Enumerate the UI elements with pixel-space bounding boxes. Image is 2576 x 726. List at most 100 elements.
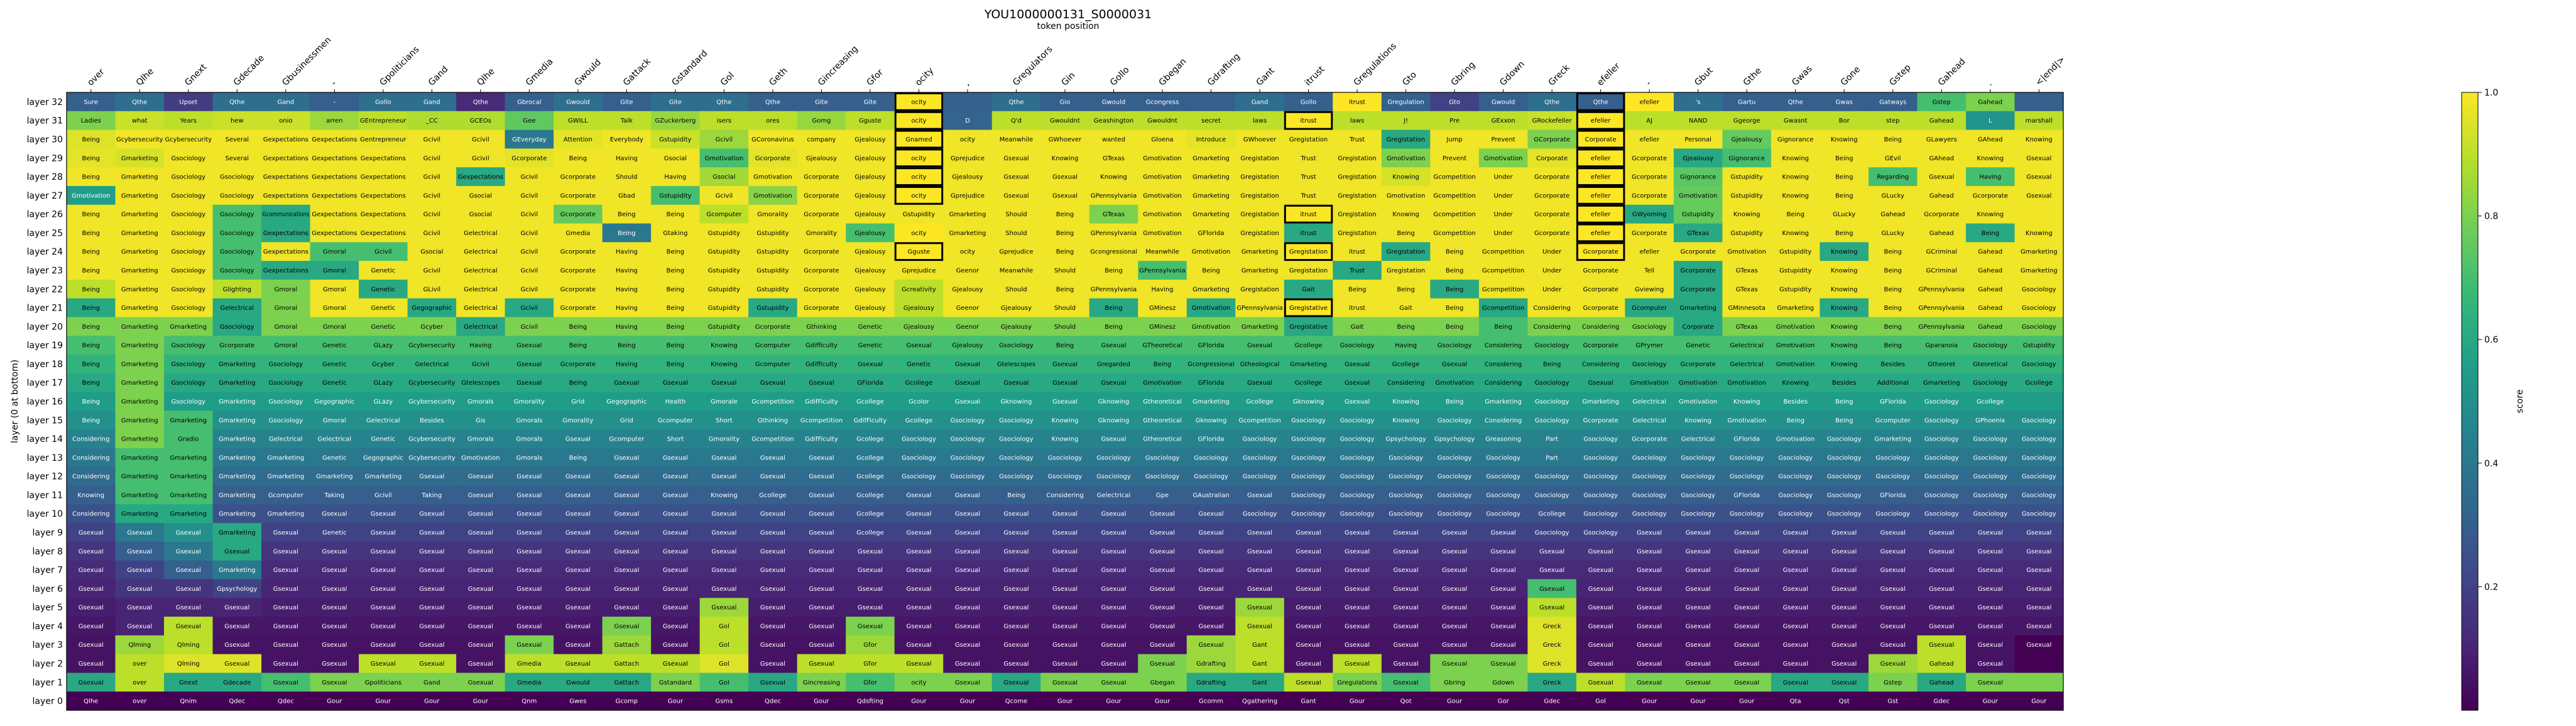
heatmap-cell xyxy=(1527,298,1577,317)
cell-label: Gjealousy xyxy=(854,286,885,293)
cell-label: Gsexual xyxy=(1783,548,1808,555)
heatmap-cell xyxy=(699,504,749,524)
heatmap-cell xyxy=(1235,242,1285,261)
cell-label: Gjealousy xyxy=(1683,155,1713,162)
heatmap-cell xyxy=(699,429,749,449)
cell-label: Taking xyxy=(324,492,344,499)
cell-label: Gsociology xyxy=(902,454,936,461)
cell-label: Gour xyxy=(814,698,829,705)
cell-label: Gmotivation xyxy=(1192,324,1231,331)
cell-label: Gsexual xyxy=(809,380,834,387)
heatmap-cell xyxy=(310,279,359,299)
cell-label: Gwouldnt xyxy=(1147,118,1177,124)
heatmap-cell xyxy=(602,111,652,131)
cell-label: GEvil xyxy=(1885,155,1901,162)
cell-label: Gstupidity xyxy=(1731,192,1763,199)
heatmap-cell xyxy=(212,466,262,487)
layer-label: layer 28 xyxy=(27,172,63,182)
cell-label: Gjealousy xyxy=(952,174,983,181)
cell-label: GFlorida xyxy=(1198,436,1225,443)
cell-label: Gsexual xyxy=(906,623,931,630)
cell-label: Gcomputer xyxy=(706,211,742,218)
heatmap-cell xyxy=(1771,373,1820,393)
heatmap-cell xyxy=(1625,523,1674,542)
cell-label: Gmotivation xyxy=(1143,155,1182,162)
cell-label: Gelectrical xyxy=(464,267,498,274)
cell-label: Gsexual xyxy=(955,511,980,518)
heatmap-cell xyxy=(115,541,165,561)
heatmap-cell xyxy=(894,485,944,505)
heatmap-cell xyxy=(1917,373,1967,393)
cell-label: Gexpectations xyxy=(361,192,406,199)
heatmap-cell xyxy=(894,523,944,542)
cell-label: Gsexual xyxy=(468,492,493,499)
cell-label: Gsociology xyxy=(1583,511,1618,518)
heatmap-cell xyxy=(1040,355,1090,374)
heatmap-cell xyxy=(505,148,554,168)
cell-label: Gcompetition xyxy=(1482,286,1524,293)
cell-label: Geashington xyxy=(1094,118,1133,124)
heatmap-cell xyxy=(1527,598,1577,617)
cell-label: Gtheological xyxy=(1240,361,1280,368)
cell-label: Gmarketing xyxy=(170,324,207,331)
cell-label: Gsexual xyxy=(2026,530,2051,537)
cell-label: Gsociology xyxy=(1827,473,1862,480)
heatmap-cell xyxy=(554,485,603,505)
heatmap-cell xyxy=(1478,560,1528,580)
heatmap-cell xyxy=(456,635,506,655)
cell-label: Gsociology xyxy=(171,230,205,237)
heatmap-cell xyxy=(1965,560,2015,580)
heatmap-cell xyxy=(359,298,408,317)
heatmap-cell xyxy=(1333,579,1382,598)
heatmap-cell xyxy=(1235,560,1285,580)
cell-label: Gsociology xyxy=(1389,492,1423,499)
cell-label: Gsexual xyxy=(809,492,834,499)
heatmap-cell xyxy=(407,129,457,149)
cell-label: Gsexual xyxy=(1247,343,1272,349)
cell-label: Gsexual xyxy=(1247,380,1272,387)
cell-label: Gcorporate xyxy=(804,249,839,256)
cell-label: Gmarketing xyxy=(1874,436,1911,443)
heatmap-cell xyxy=(651,560,701,580)
heatmap-cell xyxy=(943,223,993,243)
heatmap-cell xyxy=(1771,111,1820,131)
heatmap-cell xyxy=(212,336,262,355)
cell-label: Gstandard xyxy=(659,679,692,686)
cell-label: Jump xyxy=(1446,136,1462,143)
heatmap-cell xyxy=(261,298,311,317)
cell-label: Gelectrical xyxy=(318,436,352,443)
heatmap-cell xyxy=(407,410,457,430)
heatmap-cell xyxy=(67,448,116,468)
cell-label: Gite xyxy=(815,99,828,106)
cell-label: Besides xyxy=(1880,361,1905,368)
cell-label: Gsociology xyxy=(1340,417,1375,424)
heatmap-cell xyxy=(991,242,1041,261)
heatmap-cell xyxy=(1868,654,1918,673)
cell-label: Should xyxy=(1054,267,1076,274)
heatmap-cell xyxy=(1381,392,1431,411)
cell-label: Being xyxy=(1786,211,1804,218)
heatmap-cell xyxy=(1284,129,1333,149)
heatmap-cell xyxy=(554,223,603,243)
heatmap-cell xyxy=(651,523,701,542)
cell-label: Gsociology xyxy=(1827,492,1862,499)
heatmap-cell xyxy=(1820,635,1869,655)
heatmap-cell xyxy=(1917,261,1967,280)
heatmap-cell xyxy=(1478,504,1528,524)
heatmap-cell xyxy=(1138,92,1187,112)
cell-label: Gsexual xyxy=(1880,567,1906,574)
heatmap-cell xyxy=(1089,466,1138,487)
cell-label: Tell xyxy=(1644,267,1654,274)
cell-label: Gsexual xyxy=(1101,548,1126,555)
heatmap-cell xyxy=(1430,673,1480,692)
highlight-box xyxy=(1284,298,1333,317)
heatmap-cell xyxy=(1917,448,1967,468)
cell-label: Gteoretical xyxy=(1973,361,2007,368)
cell-label: Gcomputer xyxy=(658,417,694,424)
cell-label: Gcollege xyxy=(856,473,884,480)
layer-label: layer 27 xyxy=(27,191,63,201)
heatmap-cell xyxy=(1965,185,2015,206)
heatmap-cell xyxy=(1186,242,1236,261)
heatmap-cell xyxy=(115,129,165,149)
heatmap-cell xyxy=(1333,336,1382,355)
